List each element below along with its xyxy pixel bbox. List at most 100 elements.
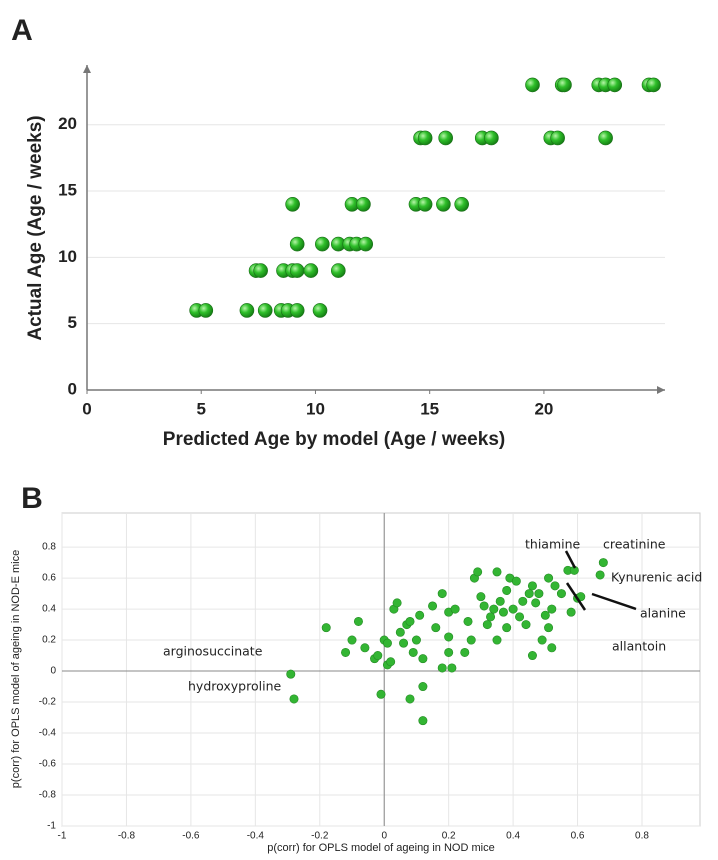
point [547, 604, 557, 614]
point [431, 623, 441, 633]
point [525, 77, 540, 93]
y-tick-label: 0.4 [42, 604, 56, 615]
point [399, 638, 409, 648]
y-tick-label: 0 [68, 379, 77, 398]
annotation: creatinine [603, 537, 666, 552]
annotation-arrow [591, 592, 637, 611]
y-tick-label: -0.4 [39, 728, 57, 739]
point [527, 651, 537, 661]
y-tick-label: -0.2 [39, 697, 57, 708]
point [595, 570, 605, 580]
point [411, 635, 421, 645]
point [405, 694, 415, 704]
point [486, 612, 496, 622]
point [502, 623, 512, 633]
point [521, 620, 531, 630]
annotation: arginosuccinate [163, 644, 263, 659]
annotation: thiamine [525, 537, 581, 552]
point [303, 263, 319, 278]
point [438, 130, 453, 146]
x-tick-label: -0.2 [311, 831, 329, 842]
point [550, 581, 560, 591]
point [498, 607, 508, 617]
point [408, 647, 418, 657]
point [253, 263, 268, 278]
point [482, 620, 492, 630]
point [289, 236, 305, 252]
point [534, 589, 544, 599]
point [454, 196, 469, 212]
x-tick-label: 0.4 [506, 831, 520, 842]
point [331, 263, 346, 278]
annotation: allantoin [612, 639, 666, 654]
point [415, 610, 425, 620]
point [444, 632, 454, 642]
y-tick-label: 15 [58, 181, 77, 200]
x-axis-title: p(corr) for OPLS model of ageing in NOD … [267, 842, 494, 854]
x-tick-label: 0.2 [442, 831, 456, 842]
point [531, 598, 541, 608]
point [492, 635, 502, 645]
point [321, 623, 331, 633]
y-tick-label: -0.6 [39, 759, 57, 770]
panel-label: A [11, 14, 33, 47]
point [524, 589, 534, 599]
point [479, 601, 489, 611]
x-tick-label: 5 [196, 399, 205, 418]
point [358, 236, 374, 252]
point [382, 638, 392, 648]
x-axis-title: Predicted Age by model (Age / weeks) [163, 429, 505, 450]
y-axis-title: Actual Age (Age / weeks) [25, 115, 46, 340]
point [356, 196, 371, 212]
point [544, 573, 554, 583]
point [646, 77, 661, 93]
y-tick-label: 5 [68, 313, 77, 332]
y-axis-title: p(corr) for OPLS model of ageing in NOD-… [10, 550, 22, 788]
point [315, 236, 330, 252]
y-tick-label: 20 [58, 114, 77, 133]
point [417, 196, 433, 212]
point [463, 616, 473, 626]
x-tick-label: 0.6 [571, 831, 585, 842]
point [556, 589, 566, 599]
point [392, 598, 402, 608]
y-tick-label: 0.6 [42, 573, 56, 584]
point [527, 581, 537, 591]
point [418, 682, 428, 692]
annotation: alanine [640, 606, 686, 621]
point [418, 716, 428, 726]
y-tick-label: 0 [50, 666, 56, 677]
point [386, 657, 396, 667]
point [460, 647, 470, 657]
point [395, 627, 405, 637]
panel-label: B [21, 482, 43, 515]
point [289, 263, 305, 278]
y-tick-label: 10 [58, 247, 77, 266]
point [417, 130, 433, 146]
point [447, 663, 457, 673]
point [405, 616, 415, 626]
point [518, 596, 528, 606]
point [312, 303, 328, 318]
point [444, 647, 454, 657]
point [511, 576, 521, 586]
point [489, 604, 499, 614]
point [436, 196, 451, 212]
point [437, 589, 447, 599]
point [286, 669, 296, 679]
y-tick-label: 0.2 [42, 635, 56, 646]
point [373, 651, 383, 661]
point [376, 689, 386, 699]
point [607, 77, 623, 93]
point [257, 303, 273, 318]
x-tick-label: -1 [58, 831, 67, 842]
point [502, 585, 512, 595]
point [239, 303, 255, 318]
point [341, 647, 351, 657]
point [476, 592, 486, 602]
point [360, 643, 370, 653]
x-tick-label: -0.6 [182, 831, 200, 842]
point [544, 623, 554, 633]
point [289, 694, 299, 704]
